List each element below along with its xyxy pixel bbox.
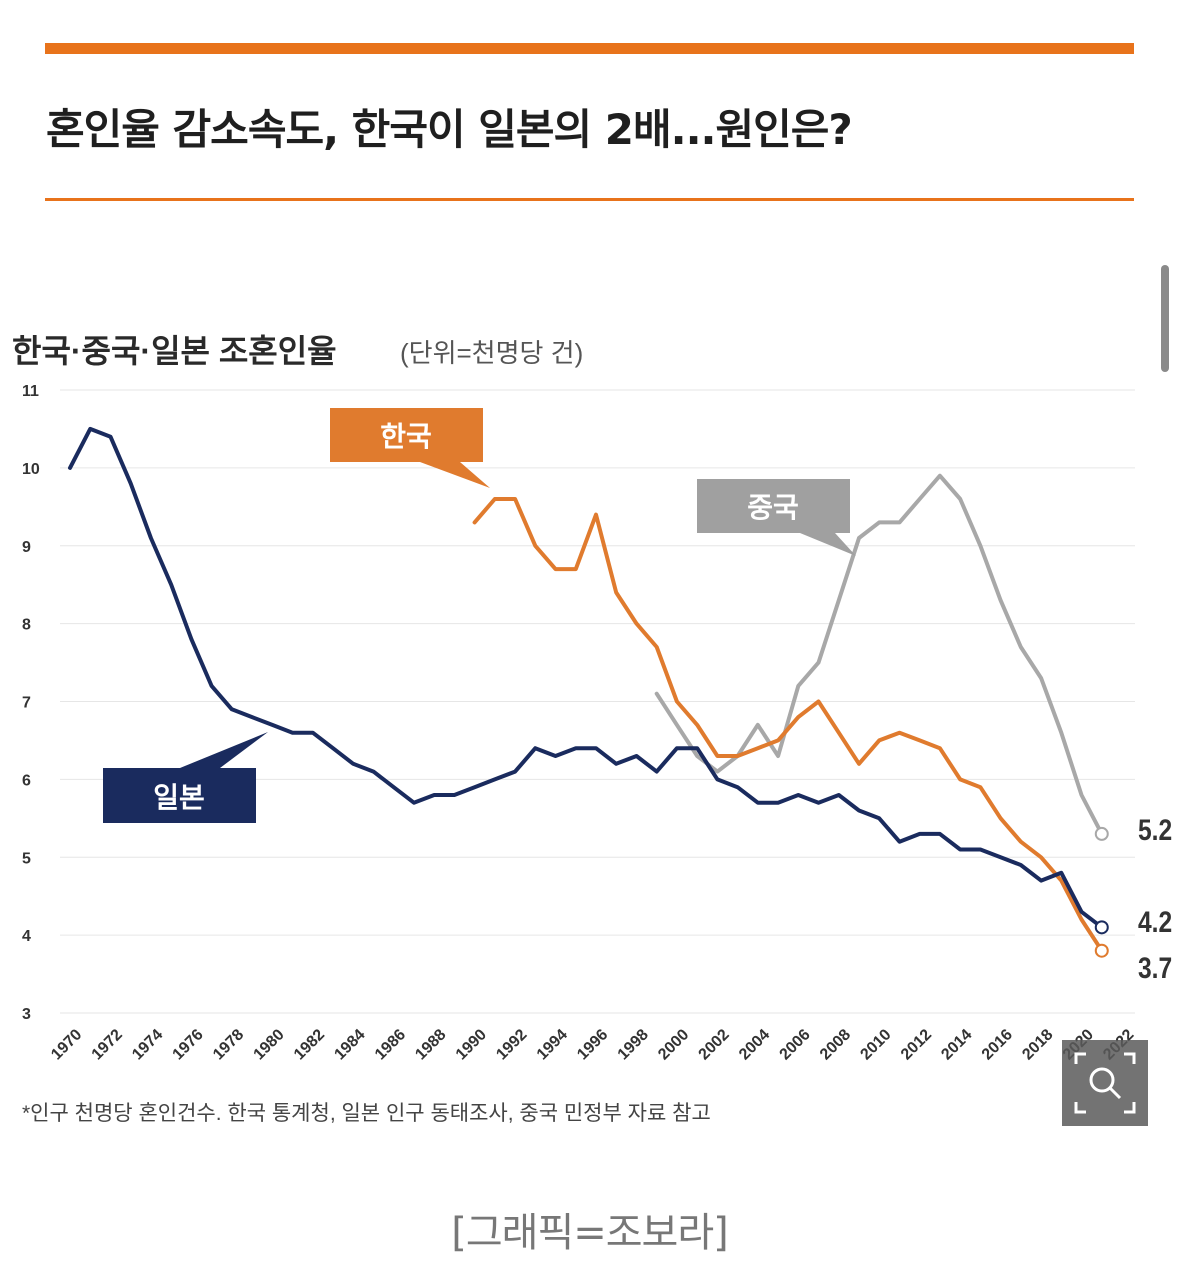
end-point-marker [1094,943,1109,958]
callout-일본: 일본 [103,732,268,823]
x-tick-label: 1986 [372,1026,409,1063]
end-value-label: 3.7 [1138,951,1172,985]
chart-footnote: *인구 천명당 혼인건수. 한국 통계청, 일본 인구 동태조사, 중국 민정부… [22,1102,711,1125]
y-tick-label: 4 [22,928,31,945]
callout-box [697,479,850,533]
series-name-label: 한국 [380,421,432,452]
x-tick-label: 1982 [291,1026,328,1063]
callout-pointer [420,462,490,488]
end-value-label: 4.2 [1138,905,1172,939]
y-tick-label: 9 [22,539,31,556]
y-tick-label: 7 [22,695,31,712]
x-tick-label: 1976 [170,1026,207,1063]
series-name-label: 중국 [747,492,799,523]
x-tick-label: 2002 [696,1026,733,1063]
series-lines [68,426,1104,953]
series-line-한국 [472,497,1104,953]
chart-title: 한국·중국·일본 조혼인율 [12,333,337,369]
scrollbar[interactable] [1161,265,1169,372]
callout-box [103,768,256,823]
x-tick-label: 2008 [817,1026,854,1063]
x-tick-label: 1996 [574,1026,611,1063]
headline: 혼인율 감소속도, 한국이 일본의 2배...원인은? [46,105,853,154]
x-tick-label: 1974 [129,1026,166,1063]
callout-중국: 중국 [697,479,856,556]
y-tick-label: 8 [22,617,31,634]
end-point-marker [1094,826,1109,841]
y-tick-label: 10 [22,461,40,478]
y-tick-label: 6 [22,772,31,789]
x-tick-label: 2016 [979,1026,1016,1063]
end-point-marker [1094,920,1109,935]
series-name-label: 일본 [153,782,205,813]
x-tick-label: 1978 [210,1026,247,1063]
graphic-credit: [그래픽=조보라] [451,1210,729,1256]
x-tick-label: 1992 [493,1026,530,1063]
x-tick-label: 1980 [251,1026,288,1063]
x-tick-label: 1998 [615,1026,652,1063]
x-tick-label: 1984 [331,1026,368,1063]
search-icon [1074,1052,1136,1114]
x-axis-ticks: 1970 1972 1974 1976 1978 1980 1982 1984 1986 1988… [48,1026,1137,1063]
x-tick-label: 2014 [938,1026,975,1063]
zoom-button[interactable] [1062,1040,1148,1126]
end-markers: 4.2 3.7 5.2 [1094,813,1172,985]
x-tick-label: 1970 [48,1026,85,1063]
callout-box [330,408,483,462]
end-value-label: 5.2 [1138,813,1172,847]
callout-pointer [180,732,268,768]
x-tick-label: 1972 [89,1026,126,1063]
x-tick-label: 1988 [412,1026,449,1063]
y-tick-label: 3 [22,1006,31,1023]
x-tick-label: 2010 [857,1026,894,1063]
chart-unit: (단위=천명당 건) [400,338,583,368]
x-tick-label: 2006 [777,1026,814,1063]
headline-bottom-rule [45,198,1134,201]
series-line-일본 [68,426,1104,930]
x-tick-label: 2012 [898,1026,935,1063]
headline-top-rule [45,43,1134,54]
x-tick-label: 2004 [736,1026,773,1063]
x-tick-label: 2018 [1019,1026,1056,1063]
callout-pointer [800,533,856,556]
series-line-중국 [654,473,1104,836]
marriage-rate-chart: 한국·중국·일본 조혼인율 (단위=천명당 건) 3 4 5 6 7 8 9 10 11 197… [12,333,1172,1125]
x-tick-label: 2000 [655,1026,692,1063]
y-tick-label: 5 [22,850,31,867]
y-tick-label: 11 [22,383,39,400]
x-tick-label: 1990 [453,1026,490,1063]
grid-lines [60,389,1135,1014]
callout-한국: 한국 [330,408,490,488]
x-tick-label: 1994 [534,1026,571,1063]
y-axis-ticks: 3 4 5 6 7 8 9 10 11 [22,383,40,1023]
